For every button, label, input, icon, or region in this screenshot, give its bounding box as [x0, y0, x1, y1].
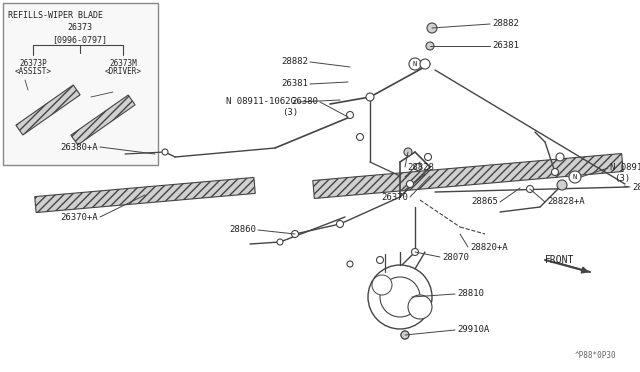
Circle shape — [337, 221, 344, 228]
Text: ^P88*0P30: ^P88*0P30 — [575, 351, 616, 360]
Circle shape — [404, 148, 412, 156]
Circle shape — [527, 186, 534, 192]
Text: <ASSIST>: <ASSIST> — [15, 67, 51, 77]
Text: N 08911-1062G: N 08911-1062G — [226, 97, 296, 106]
Polygon shape — [71, 95, 135, 145]
Text: [0996-0797]: [0996-0797] — [52, 35, 108, 44]
Circle shape — [366, 93, 374, 101]
Circle shape — [408, 295, 432, 319]
Circle shape — [415, 164, 422, 170]
Text: <DRIVER>: <DRIVER> — [104, 67, 141, 77]
Circle shape — [291, 231, 298, 237]
Bar — [3, 3, 158, 165]
Text: 26381: 26381 — [281, 80, 308, 89]
Text: 28882: 28882 — [281, 58, 308, 67]
Circle shape — [424, 154, 431, 160]
Text: (3): (3) — [614, 173, 630, 183]
Text: 28820+A: 28820+A — [470, 243, 508, 251]
Text: N: N — [413, 61, 417, 67]
Circle shape — [556, 153, 564, 161]
Circle shape — [372, 275, 392, 295]
Circle shape — [569, 171, 581, 183]
Circle shape — [401, 331, 409, 339]
Circle shape — [346, 112, 353, 119]
Circle shape — [277, 239, 283, 245]
Circle shape — [409, 58, 421, 70]
Circle shape — [347, 261, 353, 267]
Circle shape — [401, 331, 409, 339]
Circle shape — [356, 134, 364, 141]
Circle shape — [426, 42, 434, 50]
Polygon shape — [16, 85, 80, 135]
Text: 26373P: 26373P — [19, 58, 47, 67]
Circle shape — [406, 180, 413, 187]
Text: 26381: 26381 — [492, 42, 519, 51]
Circle shape — [557, 180, 567, 190]
Circle shape — [427, 23, 437, 33]
Text: 28828+A: 28828+A — [547, 198, 584, 206]
Text: 28882: 28882 — [492, 19, 519, 29]
Circle shape — [380, 277, 420, 317]
Circle shape — [420, 59, 430, 69]
Text: 28860: 28860 — [229, 225, 256, 234]
Text: (3): (3) — [282, 108, 298, 116]
Text: 29910A: 29910A — [457, 326, 489, 334]
Text: 26373: 26373 — [67, 23, 93, 32]
Text: FRONT: FRONT — [545, 255, 574, 265]
Text: 28070: 28070 — [442, 253, 469, 262]
Text: 26370: 26370 — [381, 192, 408, 202]
Text: N 08911-1062G: N 08911-1062G — [610, 164, 640, 173]
Circle shape — [376, 257, 383, 263]
Text: 28828: 28828 — [407, 163, 434, 171]
Text: 28875: 28875 — [632, 183, 640, 192]
Circle shape — [552, 169, 559, 176]
Text: N: N — [573, 174, 577, 180]
Text: 26380: 26380 — [291, 97, 318, 106]
Text: 26380+A: 26380+A — [60, 142, 98, 151]
Circle shape — [162, 149, 168, 155]
Text: 26373M: 26373M — [109, 58, 137, 67]
Text: 26370+A: 26370+A — [60, 212, 98, 221]
Text: 28810: 28810 — [457, 289, 484, 298]
Text: 28865: 28865 — [471, 198, 498, 206]
Text: REFILLS-WIPER BLADE: REFILLS-WIPER BLADE — [8, 11, 103, 20]
Polygon shape — [313, 154, 623, 199]
Circle shape — [412, 248, 419, 256]
Polygon shape — [35, 177, 255, 212]
Circle shape — [368, 265, 432, 329]
